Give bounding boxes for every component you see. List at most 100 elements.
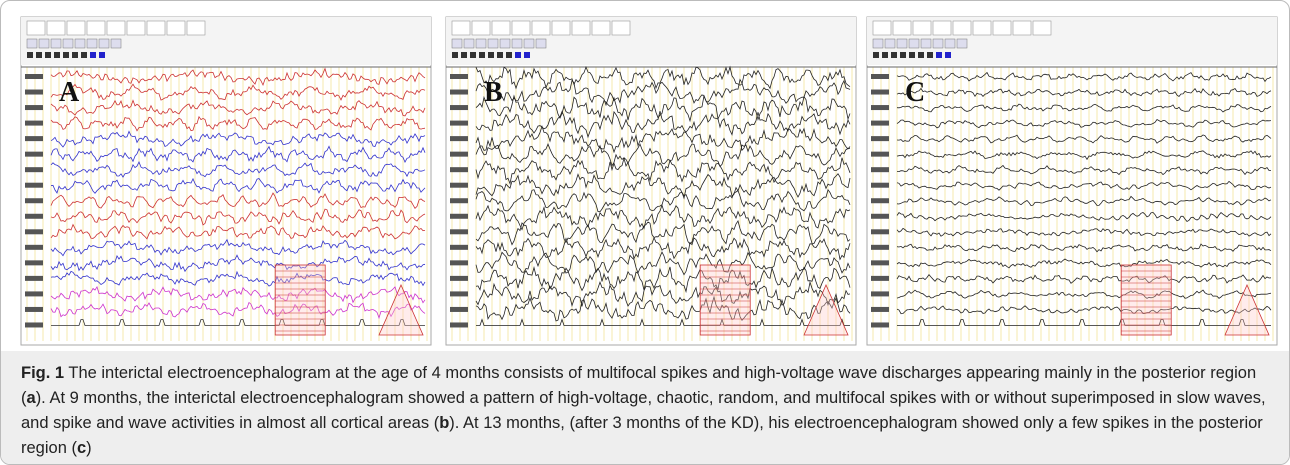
channel-tag <box>25 276 43 281</box>
toolbar-box <box>1033 21 1051 35</box>
channel-tag <box>450 260 468 265</box>
channel-tag <box>450 291 468 296</box>
panel-bg <box>21 17 431 345</box>
toolbar-box <box>27 21 45 35</box>
toolbar-icon <box>464 39 474 48</box>
toolbar-box <box>612 21 630 35</box>
nav-icon <box>873 52 879 58</box>
eeg-panel: C <box>867 17 1277 345</box>
channel-tag <box>450 105 468 110</box>
channel-tag <box>25 198 43 203</box>
toolbar-icon <box>476 39 486 48</box>
toolbar-box <box>47 21 65 35</box>
nav-icon <box>461 52 467 58</box>
channel-tag <box>25 291 43 296</box>
channel-tag <box>450 167 468 172</box>
channel-tag <box>871 121 889 126</box>
calibration-box <box>275 265 325 335</box>
channel-tag <box>25 121 43 126</box>
toolbar-box <box>87 21 105 35</box>
toolbar-box <box>492 21 510 35</box>
channel-tag <box>450 214 468 219</box>
nav-icon <box>909 52 915 58</box>
panel-label: B <box>484 77 503 108</box>
toolbar-box <box>472 21 490 35</box>
panel-label: A <box>59 77 80 108</box>
nav-icon <box>72 52 78 58</box>
toolbar-box <box>973 21 991 35</box>
nav-icon <box>506 52 512 58</box>
channel-tag <box>25 136 43 141</box>
toolbar-icon <box>536 39 546 48</box>
toolbar-icon <box>921 39 931 48</box>
toolbar-icon <box>99 39 109 48</box>
nav-icon <box>90 52 96 58</box>
nav-icon <box>81 52 87 58</box>
toolbar-icon <box>75 39 85 48</box>
toolbar-box <box>873 21 891 35</box>
toolbar-box <box>512 21 530 35</box>
nav-icon <box>900 52 906 58</box>
channel-tag <box>871 245 889 250</box>
channel-tag <box>871 183 889 188</box>
channel-tag <box>25 245 43 250</box>
channel-tag <box>871 136 889 141</box>
channel-tag <box>871 198 889 203</box>
channel-tag <box>450 136 468 141</box>
channel-tag <box>25 214 43 219</box>
panel-label: C <box>905 77 925 108</box>
channel-tag <box>25 229 43 234</box>
channel-tag <box>450 90 468 95</box>
caption-bold: b <box>439 414 449 432</box>
toolbar-box <box>592 21 610 35</box>
channel-tag <box>871 214 889 219</box>
channel-tag <box>450 121 468 126</box>
toolbar-box <box>893 21 911 35</box>
channel-tag <box>450 229 468 234</box>
toolbar-box <box>127 21 145 35</box>
channel-tag <box>450 183 468 188</box>
channel-tag <box>25 183 43 188</box>
nav-icon <box>497 52 503 58</box>
toolbar-icon <box>957 39 967 48</box>
toolbar-icon <box>87 39 97 48</box>
nav-icon <box>45 52 51 58</box>
toolbar-icon <box>500 39 510 48</box>
channel-tag <box>450 152 468 157</box>
figure-frame: ABC Fig. 1 The interictal electroencepha… <box>0 0 1290 465</box>
toolbar-icon <box>488 39 498 48</box>
toolbar-icon <box>945 39 955 48</box>
toolbar-box <box>167 21 185 35</box>
toolbar-box <box>107 21 125 35</box>
toolbar-box <box>1013 21 1031 35</box>
nav-icon <box>927 52 933 58</box>
nav-icon <box>479 52 485 58</box>
toolbar-icon <box>897 39 907 48</box>
nav-icon <box>63 52 69 58</box>
channel-tag <box>25 322 43 327</box>
channel-tag <box>450 307 468 312</box>
nav-icon <box>36 52 42 58</box>
channel-tag <box>871 276 889 281</box>
toolbar-box <box>67 21 85 35</box>
channel-tag <box>450 245 468 250</box>
nav-icon <box>891 52 897 58</box>
channel-tag <box>871 90 889 95</box>
channel-tag <box>450 322 468 327</box>
channel-tag <box>25 90 43 95</box>
toolbar-box <box>913 21 931 35</box>
toolbar-box <box>187 21 205 35</box>
channel-tag <box>871 260 889 265</box>
eeg-panel: B <box>446 17 856 345</box>
toolbar-box <box>953 21 971 35</box>
nav-icon <box>936 52 942 58</box>
nav-icon <box>452 52 458 58</box>
caption-text: ) <box>86 439 92 457</box>
toolbar-box <box>572 21 590 35</box>
toolbar-box <box>552 21 570 35</box>
channel-tag <box>25 152 43 157</box>
toolbar-icon <box>873 39 883 48</box>
channel-tag <box>25 167 43 172</box>
toolbar-box <box>933 21 951 35</box>
toolbar-icon <box>933 39 943 48</box>
